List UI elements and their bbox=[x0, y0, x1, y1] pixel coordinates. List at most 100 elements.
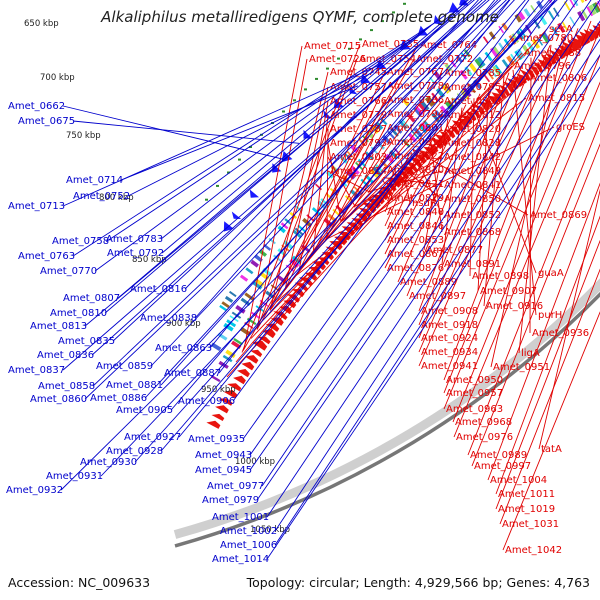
reverse-gene-label[interactable]: Amet_0837 bbox=[8, 365, 65, 376]
reverse-gene-label[interactable]: Amet_0758 bbox=[52, 236, 109, 247]
forward-gene-label[interactable]: Amet_0822 bbox=[387, 151, 444, 162]
forward-gene-label[interactable]: Amet_0767 bbox=[387, 67, 444, 78]
reverse-gene-label[interactable]: Amet_0835 bbox=[58, 336, 115, 347]
reverse-gene-label[interactable]: Amet_1002 bbox=[220, 526, 277, 537]
forward-gene-label[interactable]: Amet_0867 bbox=[387, 249, 444, 260]
reverse-gene-label[interactable]: Amet_1014 bbox=[212, 554, 269, 565]
forward-gene-label[interactable]: Amet_0976 bbox=[456, 432, 513, 443]
forward-gene-label[interactable]: Amet_0989 bbox=[470, 450, 527, 461]
reverse-gene-label[interactable]: Amet_0752 bbox=[73, 191, 130, 202]
forward-gene-label[interactable]: Amet_0829 bbox=[387, 193, 444, 204]
forward-gene-label[interactable]: Amet_0852 bbox=[444, 210, 501, 221]
forward-gene-label[interactable]: Amet_0764 bbox=[420, 40, 477, 51]
reverse-gene-label[interactable]: Amet_0887 bbox=[164, 368, 221, 379]
reverse-gene-label[interactable]: Amet_0783 bbox=[106, 234, 163, 245]
forward-gene-label[interactable]: Amet_0957 bbox=[446, 388, 503, 399]
forward-gene-label[interactable]: Amet_0889 bbox=[400, 277, 457, 288]
forward-gene-label[interactable]: Amet_0726 bbox=[309, 54, 366, 65]
forward-gene-label[interactable]: Amet_0821 bbox=[387, 179, 444, 190]
forward-gene-label[interactable]: Amet_1004 bbox=[490, 475, 547, 486]
forward-gene-label[interactable]: Amet_0811 bbox=[387, 137, 444, 148]
forward-gene-label[interactable]: Amet_0997 bbox=[474, 461, 531, 472]
reverse-gene-label[interactable]: Amet_0943 bbox=[195, 450, 252, 461]
reverse-gene-label[interactable]: Amet_0810 bbox=[50, 308, 107, 319]
forward-gene-label[interactable]: Amet_1019 bbox=[498, 504, 555, 515]
reverse-gene-label[interactable]: Amet_0792 bbox=[107, 248, 164, 259]
forward-gene-label[interactable]: Amet_0786 bbox=[387, 95, 444, 106]
reverse-gene-label[interactable]: Amet_0927 bbox=[124, 432, 181, 443]
reverse-gene-label[interactable]: Amet_0662 bbox=[8, 101, 65, 112]
forward-gene-label[interactable]: Amet_1042 bbox=[505, 545, 562, 556]
reverse-gene-label[interactable]: Amet_0836 bbox=[37, 350, 94, 361]
forward-gene-label[interactable]: Amet_0924 bbox=[421, 333, 478, 344]
reverse-gene-label[interactable]: Amet_1001 bbox=[212, 512, 269, 523]
forward-gene-label[interactable]: Amet_0950 bbox=[446, 375, 503, 386]
forward-gene-label[interactable]: Amet_0897 bbox=[409, 291, 466, 302]
forward-gene-label[interactable]: Amet_0951 bbox=[493, 362, 550, 373]
reverse-gene-label[interactable]: Amet_0863 bbox=[155, 343, 212, 354]
reverse-gene-label[interactable]: Amet_0881 bbox=[106, 380, 163, 391]
forward-gene-label[interactable]: hsdR bbox=[412, 198, 437, 209]
reverse-gene-label[interactable]: Amet_0807 bbox=[63, 293, 120, 304]
forward-gene-label[interactable]: Amet_0916 bbox=[486, 301, 543, 312]
reverse-gene-label[interactable]: Amet_0713 bbox=[8, 201, 65, 212]
forward-gene-label[interactable]: Amet_0796 bbox=[514, 61, 571, 72]
forward-gene-label[interactable]: Amet_0891 bbox=[444, 259, 501, 270]
forward-gene-label[interactable]: Amet_0735 bbox=[362, 39, 419, 50]
forward-gene-label[interactable]: Amet_0772 bbox=[416, 54, 473, 65]
forward-gene-label[interactable]: groES bbox=[556, 122, 585, 133]
forward-gene-label[interactable]: Amet_0918 bbox=[421, 320, 478, 331]
forward-gene-label[interactable]: Amet_0830 bbox=[387, 165, 444, 176]
reverse-gene-label[interactable]: Amet_0763 bbox=[18, 251, 75, 262]
reverse-gene-label[interactable]: Amet_0979 bbox=[202, 495, 259, 506]
forward-gene-label[interactable]: Amet_0766 bbox=[330, 96, 387, 107]
reverse-gene-label[interactable]: Amet_0906 bbox=[178, 396, 235, 407]
forward-gene-label[interactable]: Amet_0898 bbox=[472, 271, 529, 282]
forward-gene-label[interactable]: Amet_0936 bbox=[532, 328, 589, 339]
reverse-gene-label[interactable]: Amet_0928 bbox=[106, 446, 163, 457]
forward-gene-label[interactable]: Amet_0846 bbox=[387, 221, 444, 232]
forward-gene-label[interactable]: Amet_1031 bbox=[502, 519, 559, 530]
forward-gene-label[interactable]: Amet_1011 bbox=[498, 489, 555, 500]
forward-gene-label[interactable]: Amet_0779 bbox=[330, 110, 387, 121]
reverse-gene-label[interactable]: Amet_0858 bbox=[38, 381, 95, 392]
reverse-gene-label[interactable]: Amet_0930 bbox=[80, 457, 137, 468]
reverse-gene-label[interactable]: Amet_0905 bbox=[116, 405, 173, 416]
reverse-gene-label[interactable]: Amet_0935 bbox=[188, 434, 245, 445]
forward-gene-label[interactable]: Amet_0787 bbox=[330, 124, 387, 135]
forward-gene-label[interactable]: Amet_0815 bbox=[528, 93, 585, 104]
reverse-gene-label[interactable]: Amet_0770 bbox=[40, 266, 97, 277]
forward-gene-label[interactable]: Amet_0794 bbox=[387, 109, 444, 120]
reverse-gene-label[interactable]: Amet_0859 bbox=[96, 361, 153, 372]
forward-gene-label[interactable]: Amet_0820 bbox=[444, 124, 501, 135]
forward-gene-label[interactable]: tatA bbox=[541, 444, 562, 455]
forward-gene-label[interactable]: Amet_0780 bbox=[516, 33, 573, 44]
reverse-gene-label[interactable]: Amet_0945 bbox=[195, 465, 252, 476]
forward-gene-label[interactable]: Amet_0801 bbox=[387, 123, 444, 134]
forward-gene-label[interactable]: guaA bbox=[538, 268, 564, 279]
forward-gene-label[interactable]: Amet_0840 bbox=[387, 207, 444, 218]
reverse-gene-label[interactable]: Amet_0838 bbox=[140, 313, 197, 324]
forward-gene-label[interactable]: Amet_0963 bbox=[446, 404, 503, 415]
forward-gene-label[interactable]: Amet_0908 bbox=[421, 306, 478, 317]
reverse-gene-label[interactable]: Amet_0860 bbox=[30, 394, 87, 405]
forward-gene-label[interactable]: Amet_0800 bbox=[444, 96, 501, 107]
forward-gene-label[interactable]: secA bbox=[549, 24, 573, 35]
reverse-gene-label[interactable]: Amet_0813 bbox=[30, 321, 87, 332]
forward-gene-label[interactable]: Amet_0850 bbox=[444, 194, 501, 205]
forward-gene-label[interactable]: Amet_0788 bbox=[524, 48, 581, 59]
forward-gene-label[interactable]: Amet_0785 bbox=[444, 68, 501, 79]
forward-gene-label[interactable]: Amet_0757 bbox=[330, 82, 387, 93]
forward-gene-label[interactable]: Amet_0853 bbox=[387, 235, 444, 246]
forward-gene-label[interactable]: Amet_0803 bbox=[330, 152, 387, 163]
forward-gene-label[interactable]: Amet_0934 bbox=[421, 347, 478, 358]
reverse-gene-label[interactable]: Amet_0977 bbox=[207, 481, 264, 492]
forward-gene-label[interactable]: ligA bbox=[521, 348, 540, 359]
forward-gene-label[interactable]: Amet_0968 bbox=[455, 417, 512, 428]
forward-gene-label[interactable]: Amet_0745 bbox=[330, 67, 387, 78]
forward-gene-label[interactable]: Amet_0869 bbox=[530, 210, 587, 221]
forward-gene-label[interactable]: Amet_0877 bbox=[426, 245, 483, 256]
reverse-gene-label[interactable]: Amet_1006 bbox=[220, 540, 277, 551]
forward-gene-label[interactable]: Amet_0907 bbox=[480, 286, 537, 297]
reverse-gene-label[interactable]: Amet_0675 bbox=[18, 116, 75, 127]
